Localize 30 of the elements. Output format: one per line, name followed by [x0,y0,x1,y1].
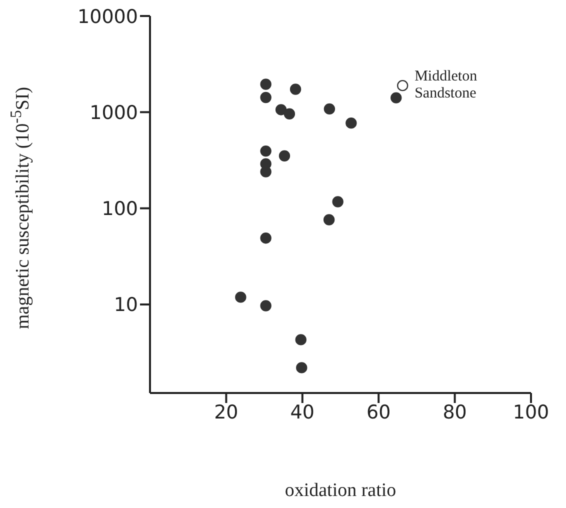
x-tick-label: 40 [290,401,314,424]
point [235,292,246,303]
point [332,196,344,208]
point [397,80,408,92]
y-tick-label: 1000 [90,102,138,124]
point [260,232,272,244]
point [324,103,336,115]
point [260,145,272,157]
x-tick-label: 100 [512,401,550,424]
x-tick-label: 60 [366,401,391,424]
annotation: Middleton Sandstone [414,68,478,102]
y-tick-label: 10000 [78,6,138,28]
point [323,214,335,226]
point [275,104,287,116]
point [260,166,272,178]
point [260,92,272,104]
x-axis-title: oxidation ratio [284,480,398,502]
point [278,150,290,162]
point [284,108,296,120]
point [390,92,402,104]
point [296,362,308,374]
y-tick-label: 100 [102,198,138,220]
x-tick-label: 80 [442,401,467,424]
point [290,84,302,95]
point [260,78,272,90]
y-tick-label: 10 [114,294,138,316]
point [346,117,357,129]
point [295,334,306,346]
x-tick-label: 20 [214,401,238,424]
point [260,300,272,312]
